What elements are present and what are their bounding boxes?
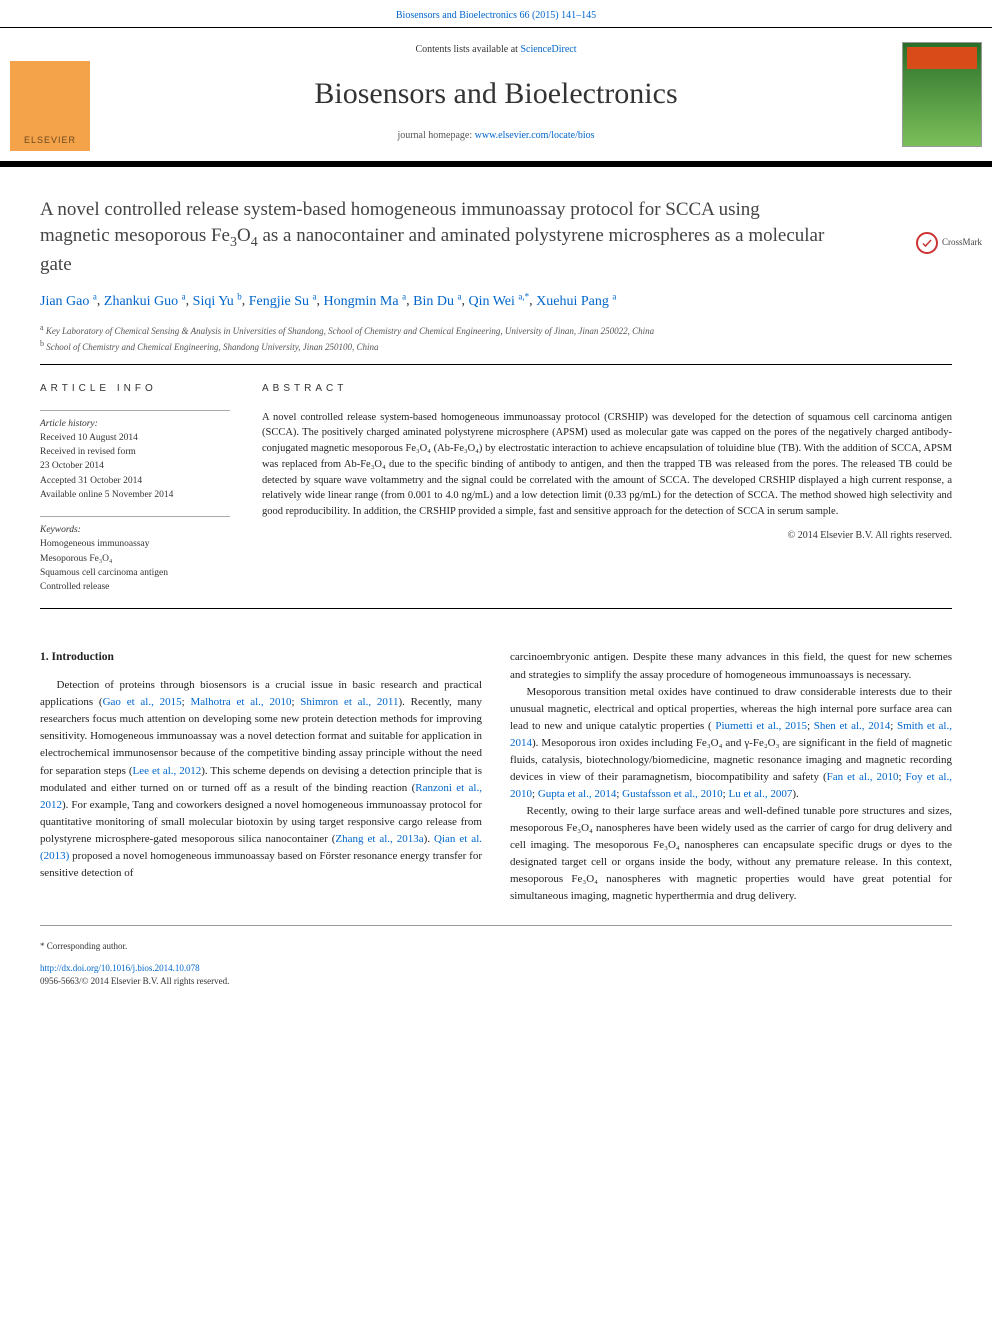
author-list: Jian Gao a, Zhankui Guo a, Siqi Yu b, Fe… [40, 290, 952, 312]
author-separator: , [186, 294, 193, 309]
publisher-logo-wrap: ELSEVIER [0, 28, 100, 161]
p3-s8: ). [792, 788, 798, 800]
masthead-center: Contents lists available at ScienceDirec… [100, 28, 892, 161]
doi-link[interactable]: http://dx.doi.org/10.1016/j.bios.2014.10… [40, 963, 200, 973]
author: Bin Du a [413, 294, 461, 309]
ref-shimron-2011[interactable]: Shimron et al., 2011 [300, 696, 398, 708]
p3-s4: ; [898, 771, 905, 783]
contents-line: Contents lists available at ScienceDirec… [100, 42, 892, 57]
body-text: 1. Introduction Detection of proteins th… [40, 649, 952, 905]
abstract-column: abstract A novel controlled release syst… [262, 381, 952, 595]
history-block: Article history: Received 10 August 2014… [40, 410, 230, 503]
affiliation-list: a Key Laboratory of Chemical Sensing & A… [40, 322, 952, 365]
ref-lee-2012[interactable]: Lee et al., 2012 [133, 765, 202, 777]
article-info-heading: article info [40, 381, 230, 396]
meta-row: article info Article history: Received 1… [40, 381, 952, 610]
homepage-line: journal homepage: www.elsevier.com/locat… [100, 128, 892, 143]
author-separator: , [317, 294, 324, 309]
p3-s1: ; [807, 720, 814, 732]
article-content: A novel controlled release system-based … [0, 167, 992, 905]
author-separator: , [242, 294, 249, 309]
ref-zhang-2013a[interactable]: Zhang et al., 2013a [335, 833, 423, 845]
crossmark-label: CrossMark [942, 236, 982, 250]
homepage-prefix: journal homepage: [397, 130, 474, 141]
keywords-block: Keywords: Homogeneous immunoassayMesopor… [40, 516, 230, 594]
author: Jian Gao a [40, 294, 97, 309]
body-p4: Recently, owing to their large surface a… [510, 803, 952, 905]
section-heading-intro: 1. Introduction [40, 649, 482, 667]
page-footer: * Corresponding author. http://dx.doi.or… [40, 925, 952, 989]
title-sub-2: 4 [251, 234, 258, 249]
keywords-label: Keywords: [40, 525, 81, 535]
body-p3: Mesoporous transition metal oxides have … [510, 684, 952, 803]
ref-piumetti-2015[interactable]: Piumetti et al., 2015 [715, 720, 807, 732]
p1-s2: ; [291, 696, 300, 708]
author: Fengjie Su a [249, 294, 317, 309]
abstract-text: A novel controlled release system-based … [262, 410, 952, 520]
ref-gustafsson-2010[interactable]: Gustafsson et al., 2010 [622, 788, 723, 800]
abstract-copyright: © 2014 Elsevier B.V. All rights reserved… [262, 528, 952, 543]
corresponding-author-note: * Corresponding author. [40, 932, 952, 954]
issn-copyright-line: 0956-5663/© 2014 Elsevier B.V. All right… [40, 975, 952, 989]
journal-cover-wrap [892, 28, 992, 161]
article-title: A novel controlled release system-based … [40, 197, 952, 278]
contents-prefix: Contents lists available at [415, 44, 520, 55]
ref-fan-2010[interactable]: Fan et al., 2010 [827, 771, 899, 783]
crossmark-icon [916, 232, 938, 254]
author: Zhankui Guo a [104, 294, 186, 309]
abstract-heading: abstract [262, 381, 952, 396]
keyword-lines: Homogeneous immunoassayMesoporous Fe₃O₄S… [40, 539, 168, 592]
history-lines: Received 10 August 2014Received in revis… [40, 433, 173, 500]
ref-lu-2007[interactable]: Lu et al., 2007 [728, 788, 792, 800]
body-p1: Detection of proteins through biosensors… [40, 677, 482, 882]
affiliation: a Key Laboratory of Chemical Sensing & A… [40, 322, 952, 338]
ref-malhotra-2010[interactable]: Malhotra et al., 2010 [190, 696, 291, 708]
crossmark-badge-wrap[interactable]: CrossMark [916, 232, 982, 254]
ref-gao-2015[interactable]: Gao et al., 2015 [103, 696, 182, 708]
article-info-column: article info Article history: Received 1… [40, 381, 230, 595]
history-label: Article history: [40, 419, 98, 429]
body-p2: carcinoembryonic antigen. Despite these … [510, 649, 952, 683]
header-citation-bar: Biosensors and Bioelectronics 66 (2015) … [0, 0, 992, 27]
p1-s7: proposed a novel homogeneous immunoassay… [40, 850, 482, 879]
elsevier-logo: ELSEVIER [10, 61, 90, 151]
ref-shen-2014[interactable]: Shen et al., 2014 [814, 720, 890, 732]
author: Hongmin Ma a [324, 294, 407, 309]
header-citation-link[interactable]: Biosensors and Bioelectronics 66 (2015) … [396, 10, 596, 21]
sciencedirect-link[interactable]: ScienceDirect [520, 44, 576, 55]
p3-s2: ; [890, 720, 897, 732]
title-sub-1: 3 [230, 234, 237, 249]
journal-cover-thumb [902, 42, 982, 147]
title-text-2: O [237, 225, 251, 246]
author: Qin Wei a,* [468, 294, 529, 309]
affiliation: b School of Chemistry and Chemical Engin… [40, 338, 952, 354]
ref-gupta-2014[interactable]: Gupta et al., 2014 [538, 788, 617, 800]
p1-s6: ). [424, 833, 434, 845]
homepage-link[interactable]: www.elsevier.com/locate/bios [475, 130, 595, 141]
author: Xuehui Pang a [536, 294, 616, 309]
author: Siqi Yu b [193, 294, 242, 309]
author-separator: , [97, 294, 104, 309]
journal-name: Biosensors and Bioelectronics [100, 71, 892, 116]
masthead: ELSEVIER Contents lists available at Sci… [0, 27, 992, 167]
